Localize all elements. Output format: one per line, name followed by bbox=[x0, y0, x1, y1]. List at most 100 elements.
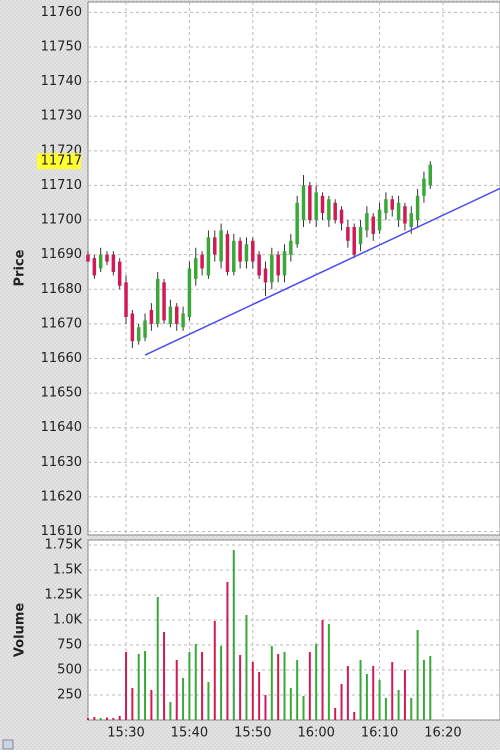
candle-body bbox=[289, 240, 293, 255]
y-tick-label: 11740 bbox=[41, 74, 82, 89]
volume-bar bbox=[359, 660, 362, 720]
volume-bar bbox=[175, 660, 178, 720]
candle-body bbox=[320, 195, 325, 214]
candle-body bbox=[200, 254, 204, 269]
volume-bar bbox=[182, 678, 185, 720]
candle-body bbox=[257, 254, 261, 276]
x-tick-label: 16:20 bbox=[424, 726, 461, 741]
volume-bar bbox=[258, 672, 261, 720]
candle-body bbox=[213, 237, 217, 255]
candle-body bbox=[308, 185, 312, 221]
candle-body bbox=[124, 282, 128, 317]
volume-bar bbox=[277, 654, 280, 720]
volume-bar bbox=[429, 656, 432, 720]
candle-body bbox=[155, 278, 160, 324]
candle-body bbox=[422, 178, 426, 196]
volume-axis-label: Volume bbox=[13, 603, 28, 658]
candle-body bbox=[339, 209, 344, 224]
volume-bar bbox=[118, 716, 121, 720]
candle-body bbox=[409, 213, 414, 227]
volume-bar bbox=[270, 646, 273, 720]
x-tick-label: 15:30 bbox=[107, 726, 144, 741]
volume-bar bbox=[372, 666, 375, 720]
y-tick-label: 11640 bbox=[41, 420, 82, 435]
candle-body bbox=[232, 240, 236, 272]
y-tick-label: 11730 bbox=[41, 109, 82, 124]
volume-tick-label: 1.25K bbox=[45, 588, 83, 603]
volume-bar bbox=[251, 662, 254, 720]
volume-tick-label: 1.5K bbox=[53, 563, 83, 578]
candle-body bbox=[377, 209, 382, 231]
trendline-group bbox=[144, 187, 500, 356]
volume-bar bbox=[169, 702, 172, 720]
volume-bar bbox=[410, 698, 413, 720]
volume-bar bbox=[232, 550, 235, 720]
y-tick-label: 11670 bbox=[41, 316, 82, 331]
volume-bar bbox=[213, 621, 216, 720]
volume-bar bbox=[201, 652, 204, 720]
volume-bar bbox=[365, 674, 368, 720]
candle-body bbox=[384, 199, 388, 214]
volume-bar bbox=[245, 615, 248, 720]
candle-body bbox=[371, 216, 375, 234]
volume-bar bbox=[163, 632, 166, 720]
corner-icon bbox=[2, 739, 14, 750]
y-tick-label: 11750 bbox=[41, 39, 82, 54]
last-price-label: 11717 bbox=[41, 154, 82, 169]
y-tick-label: 11710 bbox=[41, 178, 82, 193]
y-axis-label: Price bbox=[13, 249, 28, 286]
volume-bar bbox=[87, 718, 89, 720]
candle-body bbox=[194, 258, 198, 279]
candle-body bbox=[136, 327, 141, 342]
candle-body bbox=[187, 268, 192, 317]
volume-bar bbox=[384, 698, 387, 720]
candle-body bbox=[174, 306, 179, 324]
volume-tick-label: 250 bbox=[57, 688, 82, 703]
volume-bar bbox=[422, 660, 425, 720]
volume-bar bbox=[207, 682, 210, 720]
candle-body bbox=[263, 268, 268, 283]
volume-bar bbox=[150, 690, 153, 720]
candle-body bbox=[149, 310, 154, 324]
volume-bar bbox=[99, 718, 102, 720]
candle-body bbox=[98, 254, 103, 269]
candle-body bbox=[365, 213, 369, 231]
candle-body bbox=[181, 313, 185, 328]
volume-bar bbox=[137, 654, 140, 720]
volume-bar bbox=[397, 690, 400, 720]
x-tick-label: 15:40 bbox=[171, 726, 208, 741]
candle-body bbox=[117, 261, 122, 286]
candle-body bbox=[390, 199, 394, 210]
volume-bar bbox=[416, 630, 419, 720]
candle-body bbox=[295, 202, 299, 245]
volume-bar bbox=[264, 695, 267, 720]
candle-body bbox=[225, 233, 230, 272]
volume-bar bbox=[220, 646, 223, 720]
volume-bar bbox=[156, 597, 159, 720]
candle-body bbox=[403, 206, 407, 224]
candle-body bbox=[244, 244, 249, 262]
x-tick-label: 16:00 bbox=[297, 726, 334, 741]
volume-tick-label: 1.75K bbox=[45, 538, 83, 553]
candle-body bbox=[130, 313, 135, 342]
volume-bar bbox=[239, 655, 242, 720]
volume-bar bbox=[334, 708, 337, 720]
candle-body bbox=[162, 282, 166, 321]
volume-tick-label: 750 bbox=[57, 638, 82, 653]
candle-body bbox=[219, 230, 223, 262]
volume-bar bbox=[353, 712, 356, 720]
candle-body bbox=[333, 202, 337, 221]
y-tick-label: 11760 bbox=[41, 5, 82, 20]
x-tick-label: 16:10 bbox=[361, 726, 398, 741]
volume-bar bbox=[346, 666, 349, 720]
volume-bar bbox=[226, 582, 229, 720]
candle-body bbox=[428, 164, 433, 186]
volume-bar bbox=[188, 652, 191, 720]
y-tick-label: 11650 bbox=[41, 386, 82, 401]
candle-body bbox=[415, 195, 420, 221]
volume-bar bbox=[125, 652, 128, 720]
volume-bar bbox=[283, 652, 286, 720]
volume-bar bbox=[315, 644, 318, 720]
y-tick-label: 11660 bbox=[41, 351, 82, 366]
